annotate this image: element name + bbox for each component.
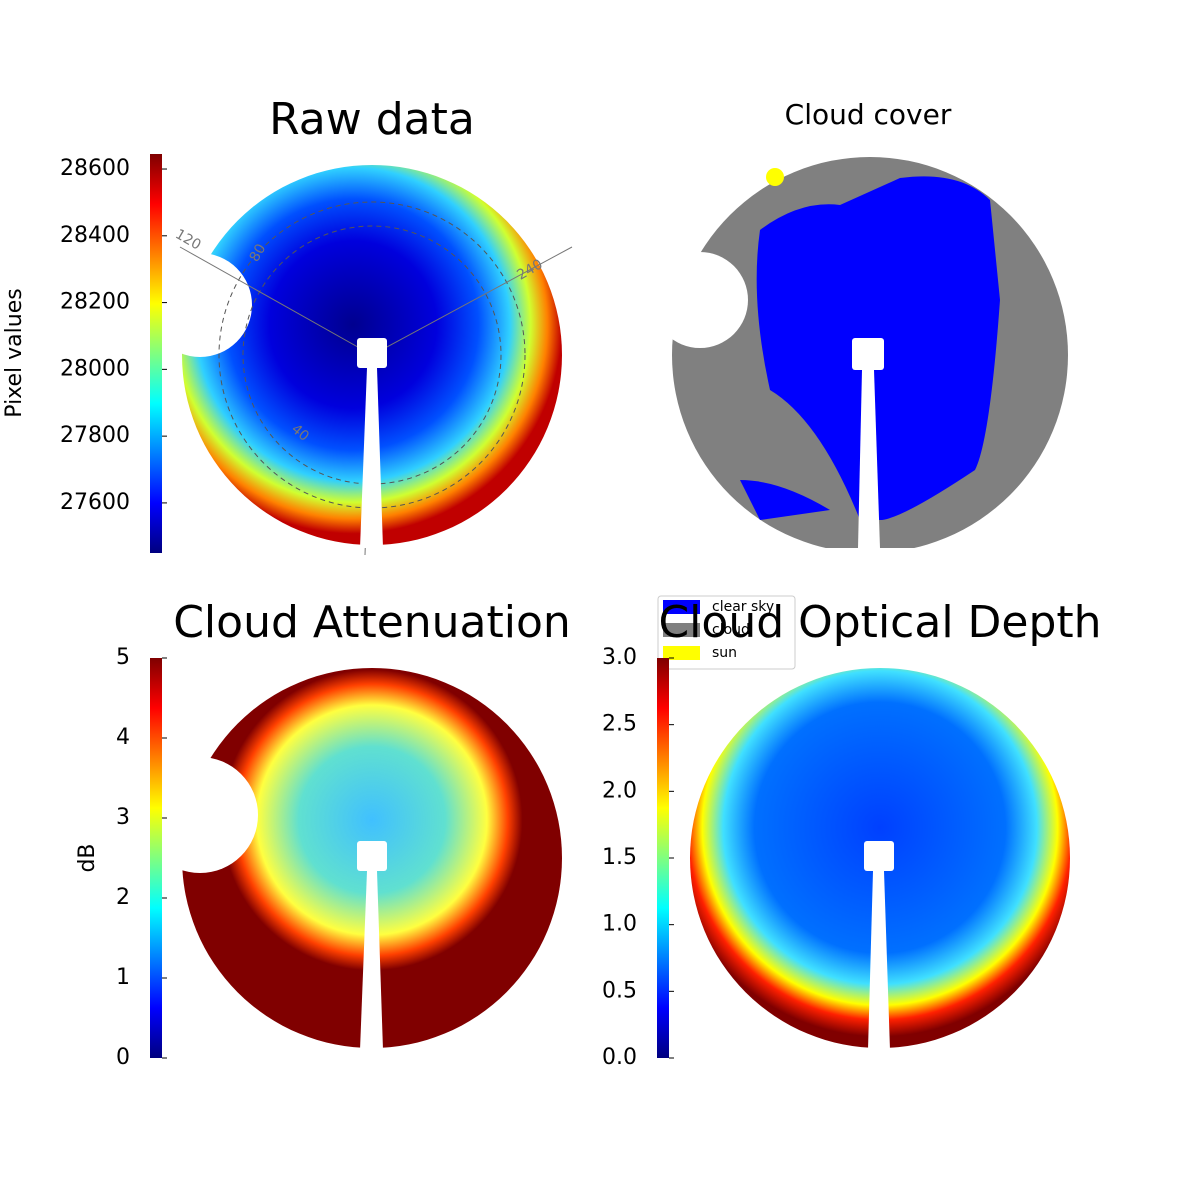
camera-mast <box>357 338 894 1050</box>
colorbar-tick-label: 1.5 <box>602 845 637 870</box>
image-cutout <box>142 757 258 873</box>
colorbar <box>150 658 162 1058</box>
sun-marker <box>766 168 784 186</box>
legend-patch <box>663 600 700 614</box>
image-cutout <box>652 252 748 348</box>
legend-label: clear sky <box>712 599 774 615</box>
polar-circle <box>218 201 526 509</box>
colorbar-tick-label: 1 <box>116 965 130 990</box>
colorbar-tick-label: 3.0 <box>602 645 637 670</box>
polar-spoke <box>371 246 573 356</box>
colorbar-tick-label: 27800 <box>60 423 130 448</box>
colorbar-tick-label: 2.0 <box>602 778 637 803</box>
colorbar-tick-label: 1.0 <box>602 912 637 937</box>
colorbar-tick-label: 0 <box>116 1045 130 1070</box>
legend-patch <box>663 623 700 637</box>
legend-patch <box>663 646 700 660</box>
chart-title: Cloud Attenuation <box>173 597 571 648</box>
colorbar <box>657 658 669 1058</box>
colorbar-tick-label: 2.5 <box>602 712 637 737</box>
clear-sky-region <box>740 480 830 520</box>
chart-title: Raw data <box>269 94 475 145</box>
chart-title: Cloud Optical Depth <box>658 597 1101 648</box>
colorbar-tick-label: 2 <box>116 885 130 910</box>
colorbar-tick-label: 0.0 <box>602 1045 637 1070</box>
polar-label: 120 <box>172 226 203 253</box>
colorbar-label: Pixel values <box>2 288 27 417</box>
image-cutout <box>148 253 252 357</box>
polar-label: 80 <box>247 241 270 264</box>
chart-title: Cloud cover <box>785 98 952 131</box>
colorbar-label: dB <box>75 843 100 872</box>
colorbar-tick-label: 3 <box>116 805 130 830</box>
colorbar-tick-label: 28600 <box>60 156 130 181</box>
legend-label: cloud <box>712 622 750 638</box>
colorbar-tick-label: 27600 <box>60 490 130 515</box>
legend-label: sun <box>712 645 737 661</box>
colorbar-tick-label: 0.5 <box>602 978 637 1003</box>
chart-layer: Raw data 27600 27800 28000 28200 28400 28600 Pi… <box>2 94 1102 1070</box>
polar-spoke <box>179 246 373 356</box>
sky-images <box>142 157 1070 1050</box>
colorbar-tick-label: 28200 <box>60 290 130 315</box>
colorbar <box>150 154 162 553</box>
colorbar-tick-label: 28000 <box>60 356 130 381</box>
colorbar-tick-label: 5 <box>116 645 130 670</box>
colorbar-tick-label: 28400 <box>60 223 130 248</box>
colorbar-tick-label: 4 <box>116 725 130 750</box>
